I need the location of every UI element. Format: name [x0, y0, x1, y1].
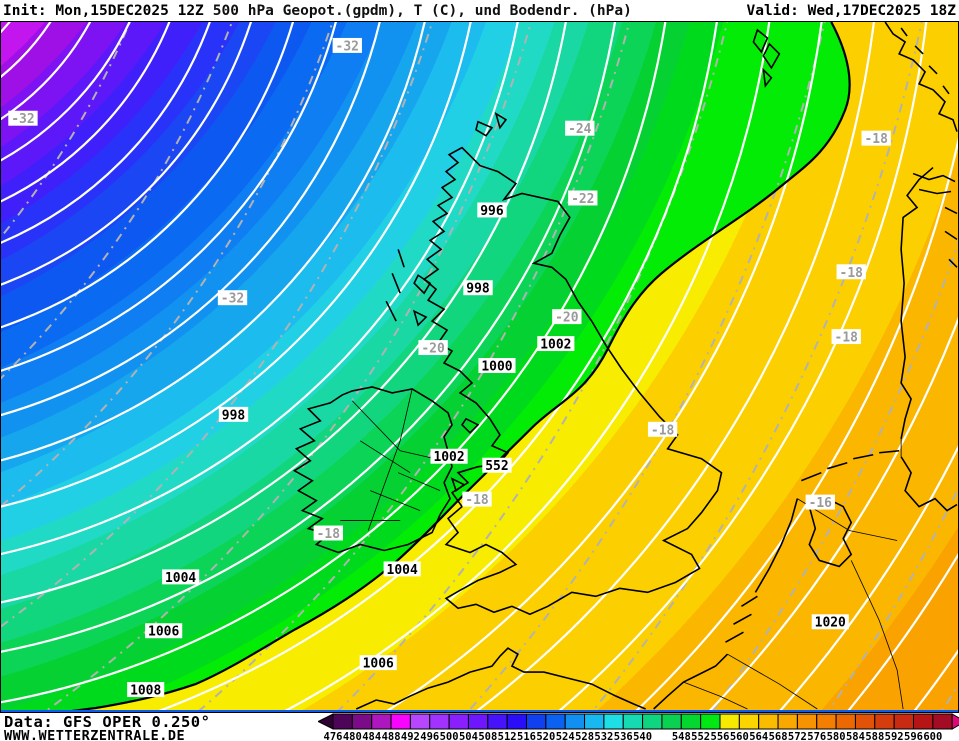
svg-text:568: 568 — [769, 731, 788, 741]
colorbar-svg: 476 480 484 488 492 496 500 504 508 512 516 520 524 5… — [316, 713, 959, 741]
svg-text:1008: 1008 — [130, 684, 161, 699]
svg-text:998: 998 — [466, 282, 489, 297]
weather-map-svg: -32 -32 -32 -24 -22 -20 -20 -18 -18 -18 -18 -18 -18 -… — [1, 22, 958, 710]
svg-text:560: 560 — [730, 731, 749, 741]
svg-text:584: 584 — [846, 731, 865, 741]
chart-title: 500 hPa Geopot.(gpdm), T (C), und Bodend… — [212, 3, 632, 19]
svg-text:484: 484 — [362, 731, 381, 741]
svg-text:-20: -20 — [421, 342, 445, 357]
svg-text:600: 600 — [923, 731, 942, 741]
svg-text:512: 512 — [498, 731, 517, 741]
svg-text:536: 536 — [614, 731, 633, 741]
svg-text:552: 552 — [691, 731, 710, 741]
svg-text:580: 580 — [827, 731, 846, 741]
svg-text:596: 596 — [904, 731, 923, 741]
valid-time-label: Valid: Wed,17DEC2025 18Z — [746, 3, 956, 19]
svg-text:-32: -32 — [221, 292, 244, 307]
svg-text:556: 556 — [711, 731, 730, 741]
svg-text:480: 480 — [343, 731, 362, 741]
svg-text:-32: -32 — [11, 112, 34, 127]
contour-labels: -32 -32 -32 -24 -22 -20 -20 -18 -18 -18 -18 -18 -18 -… — [8, 37, 891, 699]
svg-text:1006: 1006 — [363, 657, 394, 672]
svg-text:1004: 1004 — [387, 563, 418, 578]
svg-text:524: 524 — [556, 731, 575, 741]
svg-text:-18: -18 — [465, 493, 488, 508]
website-label: WWW.WETTERZENTRALE.DE — [4, 728, 186, 741]
coastlines — [292, 22, 958, 710]
map-area: -32 -32 -32 -24 -22 -20 -20 -18 -18 -18 -18 -18 -18 -… — [0, 21, 959, 713]
svg-text:-18: -18 — [840, 266, 863, 281]
data-source-label: Data: GFS OPER 0.250° — [4, 713, 211, 731]
svg-text:576: 576 — [807, 731, 826, 741]
svg-text:588: 588 — [865, 731, 884, 741]
svg-text:-18: -18 — [864, 132, 887, 147]
svg-text:564: 564 — [749, 731, 768, 741]
chart-footer: Data: GFS OPER 0.250° WWW.WETTERZENTRALE… — [0, 713, 959, 741]
svg-text:998: 998 — [222, 408, 245, 423]
svg-text:996: 996 — [480, 204, 504, 219]
svg-text:1020: 1020 — [815, 616, 846, 631]
svg-text:1004: 1004 — [165, 571, 196, 586]
svg-text:528: 528 — [575, 731, 594, 741]
chart-header: Init: Mon,15DEC2025 12Z 500 hPa Geopot.(… — [0, 0, 959, 21]
country-borders — [340, 388, 904, 710]
svg-text:508: 508 — [478, 731, 497, 741]
geopotential-552-contour — [71, 22, 851, 710]
svg-text:492: 492 — [401, 731, 420, 741]
svg-text:520: 520 — [536, 731, 555, 741]
svg-text:-22: -22 — [571, 192, 594, 207]
svg-text:1000: 1000 — [481, 359, 512, 374]
geopotential-fill-high — [80, 22, 958, 710]
svg-text:-32: -32 — [336, 39, 359, 54]
svg-text:-18: -18 — [651, 423, 674, 438]
init-time-label: Init: Mon,15DEC2025 12Z — [3, 3, 204, 19]
svg-text:-18: -18 — [835, 331, 858, 346]
svg-text:-20: -20 — [555, 311, 579, 326]
svg-text:-24: -24 — [568, 122, 592, 137]
svg-text:-16: -16 — [809, 496, 833, 511]
svg-text:552: 552 — [485, 459, 508, 474]
svg-text:540: 540 — [633, 731, 652, 741]
svg-text:572: 572 — [788, 731, 807, 741]
colorbar: 476 480 484 488 492 496 500 504 508 512 516 520 524 5… — [316, 713, 959, 741]
svg-text:532: 532 — [594, 731, 613, 741]
svg-text:-18: -18 — [317, 527, 340, 542]
svg-text:476: 476 — [324, 731, 343, 741]
svg-text:504: 504 — [459, 731, 478, 741]
svg-text:496: 496 — [420, 731, 439, 741]
svg-text:1006: 1006 — [148, 625, 179, 640]
svg-text:516: 516 — [517, 731, 536, 741]
svg-text:1002: 1002 — [540, 338, 571, 353]
svg-text:488: 488 — [382, 731, 401, 741]
svg-text:592: 592 — [885, 731, 904, 741]
svg-text:500: 500 — [440, 731, 459, 741]
svg-text:1002: 1002 — [433, 450, 464, 465]
svg-text:548: 548 — [672, 731, 691, 741]
